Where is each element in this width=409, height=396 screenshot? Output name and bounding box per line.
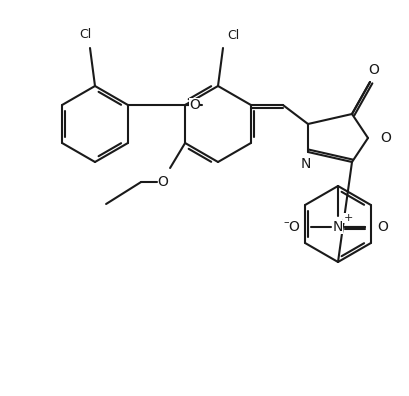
Text: Cl: Cl (79, 27, 91, 40)
Text: Cl: Cl (227, 29, 239, 42)
Text: –: – (283, 217, 289, 227)
Text: O: O (157, 175, 169, 189)
Text: O: O (380, 131, 391, 145)
Text: N: N (301, 157, 311, 171)
Text: O: O (189, 98, 200, 112)
Text: +: + (343, 213, 353, 223)
Text: O: O (369, 63, 380, 77)
Text: N: N (333, 220, 343, 234)
Text: O: O (377, 220, 388, 234)
Text: O: O (288, 220, 299, 234)
